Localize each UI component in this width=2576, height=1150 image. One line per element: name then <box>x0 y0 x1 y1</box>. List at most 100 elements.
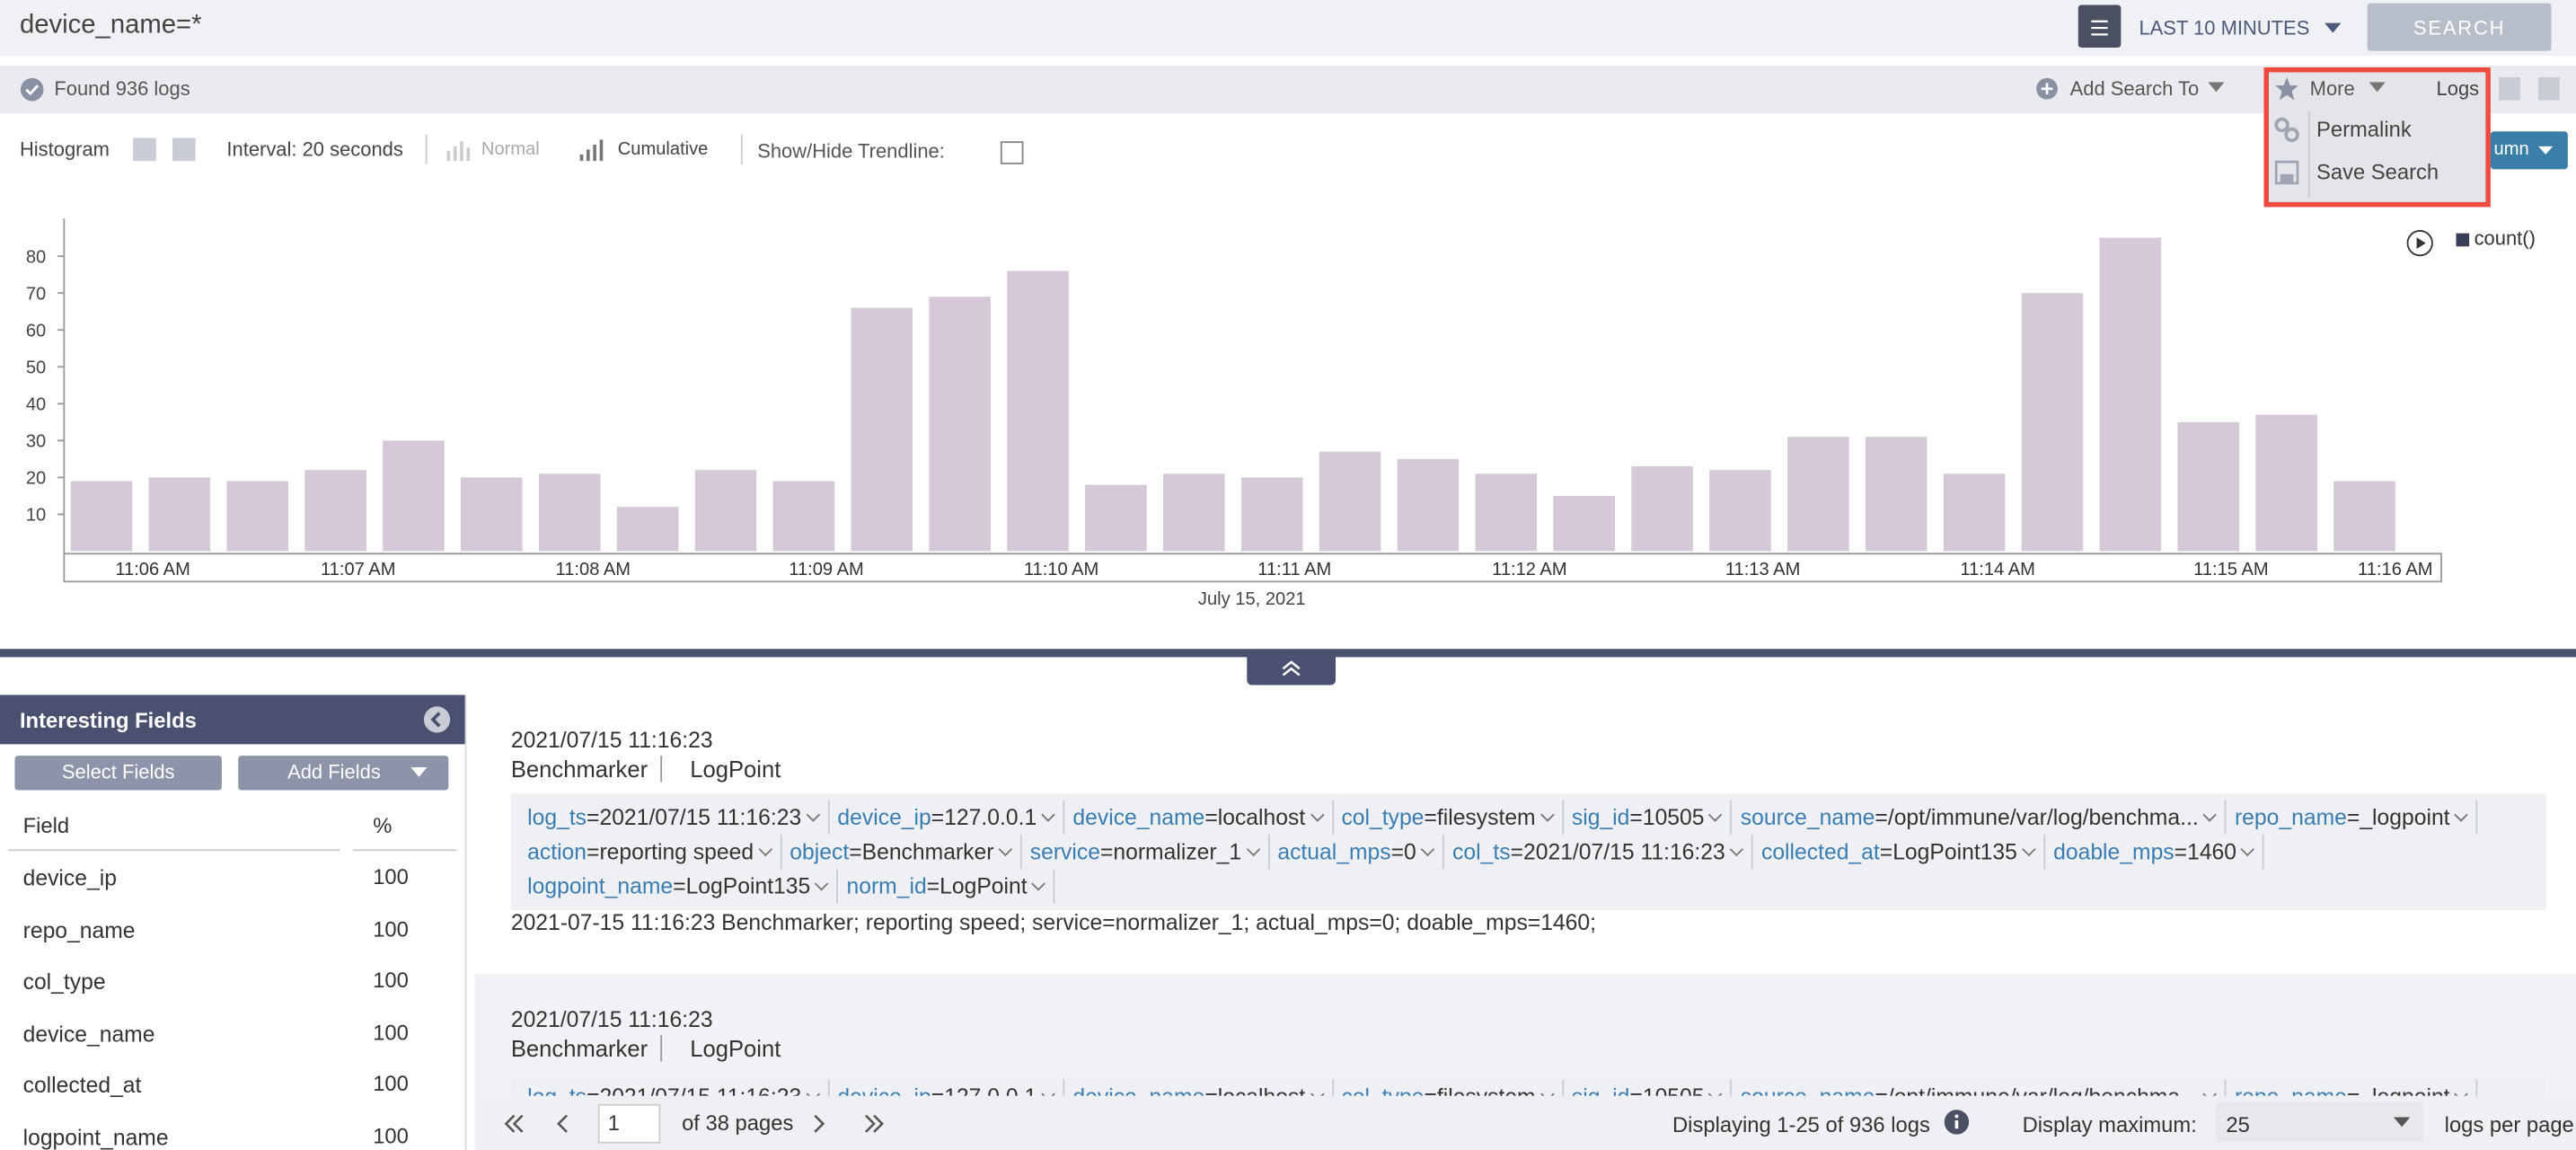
y-tick-label: 70 <box>26 285 46 305</box>
field-key: sig_id <box>1571 804 1630 830</box>
log-field[interactable]: device_ip=127.0.0.1 <box>829 800 1065 835</box>
menu-item[interactable]: Permalink <box>2316 116 2412 142</box>
play-button[interactable] <box>2406 229 2433 257</box>
log-field[interactable]: sig_id=10505 <box>1564 800 1733 835</box>
log-collector: LogPoint <box>690 1034 781 1062</box>
trendline-checkbox[interactable] <box>1000 141 1024 164</box>
x-tick-label: 11:13 AM <box>1725 560 1800 579</box>
column-button[interactable] <box>2490 131 2568 170</box>
histogram-toggle[interactable] <box>172 137 196 162</box>
page-input[interactable] <box>597 1103 661 1144</box>
info-icon[interactable] <box>1944 1109 1970 1135</box>
log-field[interactable]: actual_mps=0 <box>1269 834 1444 870</box>
log-field[interactable]: log_ts=2021/07/15 11:16:23 <box>519 800 830 835</box>
caret <box>410 766 428 777</box>
log-field[interactable]: col_type=filesystem <box>1333 800 1564 835</box>
field-name[interactable]: col_type <box>22 969 106 995</box>
field-value: =reporting speed <box>587 839 754 864</box>
menu-item[interactable]: Save Search <box>2316 159 2439 184</box>
collapse-handle[interactable] <box>1247 653 1337 686</box>
bar <box>1085 484 1147 552</box>
status-bar <box>0 66 2576 114</box>
y-tick-label: 40 <box>26 395 46 415</box>
chevron <box>2202 808 2218 822</box>
field-key: log_ts <box>527 804 587 830</box>
bar <box>851 307 913 552</box>
more-button[interactable]: More <box>2309 76 2355 101</box>
search-query[interactable]: device_name=* <box>19 11 202 40</box>
display-max[interactable]: 25 <box>2226 1111 2250 1137</box>
select-fields-button[interactable] <box>14 756 222 791</box>
time-range[interactable]: LAST 10 MINUTES <box>2139 16 2310 40</box>
field-percent: 100 <box>373 1123 409 1149</box>
logs-tab[interactable]: Logs <box>2436 76 2480 101</box>
add-fields-button[interactable] <box>238 756 449 791</box>
field-name[interactable]: device_name <box>22 1021 155 1047</box>
log-field[interactable]: service=normalizer_1 <box>1022 834 1270 870</box>
field-name[interactable]: collected_at <box>22 1073 142 1099</box>
caret <box>2325 22 2342 33</box>
header-rule <box>353 849 457 852</box>
bar <box>2255 414 2317 552</box>
normal-mode[interactable]: Normal <box>481 139 540 160</box>
collapse-panel[interactable] <box>422 704 452 734</box>
found-count: Found 936 logs <box>54 76 190 101</box>
chevron <box>998 842 1013 857</box>
plus-icon <box>2036 77 2058 100</box>
caret <box>2208 82 2225 93</box>
log-field[interactable]: collected_at=LogPoint135 <box>1753 834 2045 870</box>
field-value: =0 <box>1390 839 1416 864</box>
field-name[interactable]: logpoint_name <box>22 1125 169 1150</box>
display-max-select[interactable] <box>2216 1101 2423 1142</box>
field-value: =1460 <box>2174 839 2237 864</box>
log-field[interactable]: col_ts=2021/07/15 11:16:23 <box>1444 834 1753 870</box>
interval[interactable]: Interval: 20 seconds <box>226 137 403 162</box>
chevron <box>2454 808 2469 822</box>
log-field[interactable]: repo_name=_logpoint <box>2227 800 2478 835</box>
log-field[interactable]: norm_id=LogPoint <box>838 869 1055 904</box>
chevron <box>815 877 829 891</box>
layout-icon[interactable] <box>2537 76 2560 101</box>
bar <box>1865 437 1928 552</box>
caret <box>2393 1117 2411 1128</box>
log-field[interactable]: doable_mps=1460 <box>2045 834 2265 870</box>
log-field[interactable]: source_name=/opt/immune/var/log/benchma.… <box>1733 800 2227 835</box>
add-search-to[interactable]: Add Search To <box>2069 76 2200 101</box>
chevron <box>1310 808 1324 822</box>
column-button-label[interactable]: umn <box>2493 139 2529 160</box>
field-value: =filesystem <box>1424 804 1536 830</box>
cumulative-mode[interactable]: Cumulative <box>617 139 709 160</box>
page-number[interactable]: 1 <box>607 1110 620 1136</box>
x-tick-label: 11:11 AM <box>1257 560 1331 579</box>
field-key: service <box>1029 839 1100 864</box>
trendline-label: Show/Hide Trendline: <box>757 139 945 164</box>
field-value: =LogPoint135 <box>673 873 811 899</box>
field-name[interactable]: device_ip <box>22 865 117 891</box>
add-fields-label[interactable]: Add Fields <box>287 760 381 784</box>
log-source: Benchmarker <box>511 1034 663 1062</box>
cumulative-icon <box>579 139 604 162</box>
bar <box>1553 495 1615 552</box>
select-fields-label[interactable]: Select Fields <box>61 760 175 784</box>
field-key: doable_mps <box>2053 839 2175 864</box>
layout-icon[interactable] <box>2499 76 2520 101</box>
save-icon <box>2274 160 2299 185</box>
field-key: col_type <box>1341 804 1425 830</box>
log-field[interactable]: action=reporting speed <box>519 834 782 870</box>
field-name[interactable]: repo_name <box>22 917 136 942</box>
bar <box>2099 237 2162 552</box>
field-value: =_logpoint <box>2346 804 2450 830</box>
column-header: Field <box>22 813 70 838</box>
log-field[interactable]: device_name=localhost <box>1064 800 1334 835</box>
filter-button[interactable] <box>2078 4 2122 49</box>
histogram-toggle[interactable] <box>133 137 156 162</box>
field-key: action <box>527 839 587 864</box>
log-field[interactable]: object=Benchmarker <box>781 834 1022 870</box>
field-key: object <box>790 839 850 864</box>
bar <box>1007 270 1069 552</box>
field-key: actual_mps <box>1277 839 1391 864</box>
search-button-label[interactable]: SEARCH <box>2413 16 2506 40</box>
search-button[interactable] <box>2367 3 2552 51</box>
legend-label: count() <box>2475 226 2536 249</box>
log-field[interactable]: logpoint_name=LogPoint135 <box>519 869 839 904</box>
